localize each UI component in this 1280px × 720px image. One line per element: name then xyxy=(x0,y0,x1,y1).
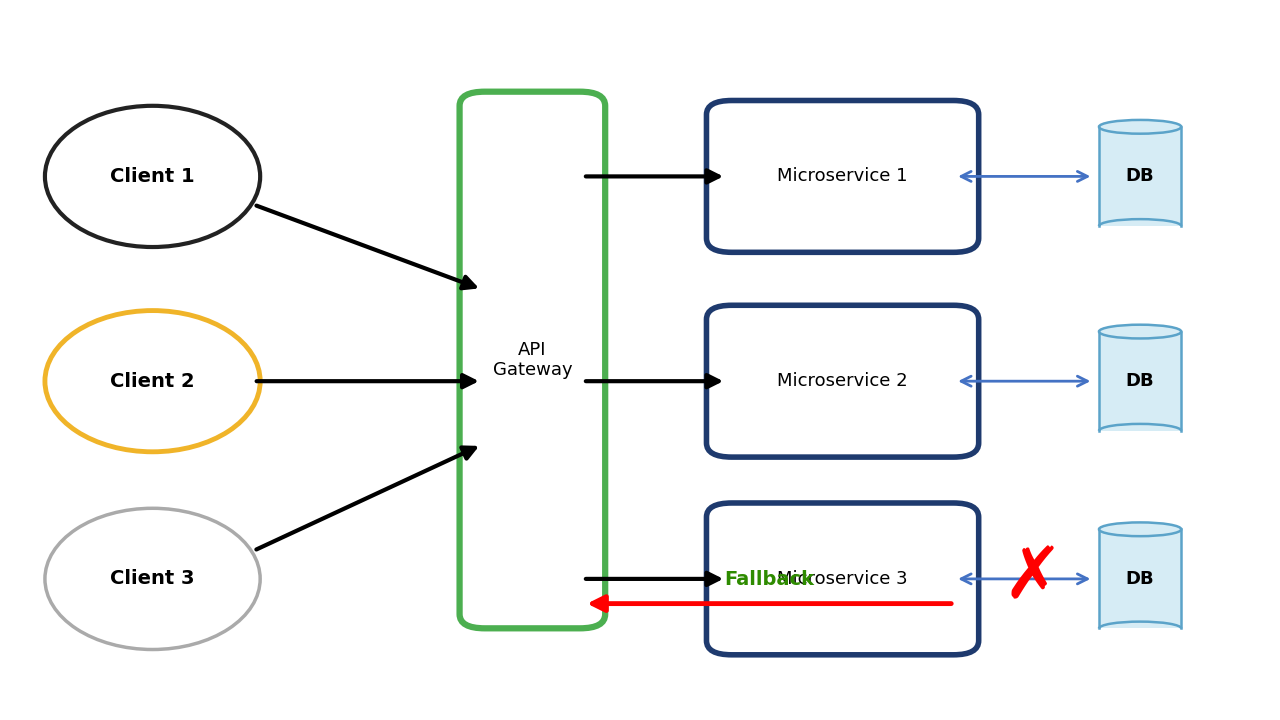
Ellipse shape xyxy=(1100,120,1181,134)
Text: Microservice 1: Microservice 1 xyxy=(777,168,908,186)
Polygon shape xyxy=(1100,127,1181,226)
Ellipse shape xyxy=(1100,325,1181,338)
Text: Client 3: Client 3 xyxy=(110,570,195,588)
Ellipse shape xyxy=(45,508,260,649)
Ellipse shape xyxy=(45,106,260,247)
Polygon shape xyxy=(1100,332,1181,431)
Text: DB: DB xyxy=(1126,570,1155,588)
Text: Microservice 2: Microservice 2 xyxy=(777,372,908,390)
FancyBboxPatch shape xyxy=(707,101,979,252)
Text: Client 1: Client 1 xyxy=(110,167,195,186)
FancyBboxPatch shape xyxy=(460,91,605,629)
Text: Microservice 3: Microservice 3 xyxy=(777,570,908,588)
Text: DB: DB xyxy=(1126,168,1155,186)
Text: API
Gateway: API Gateway xyxy=(493,341,572,379)
Text: DB: DB xyxy=(1126,372,1155,390)
FancyBboxPatch shape xyxy=(707,305,979,457)
Text: Client 2: Client 2 xyxy=(110,372,195,391)
Polygon shape xyxy=(1100,529,1181,629)
Text: Fallback: Fallback xyxy=(724,570,814,590)
FancyBboxPatch shape xyxy=(707,503,979,654)
Text: ✗: ✗ xyxy=(1002,544,1062,613)
Ellipse shape xyxy=(45,310,260,451)
Ellipse shape xyxy=(1100,523,1181,536)
